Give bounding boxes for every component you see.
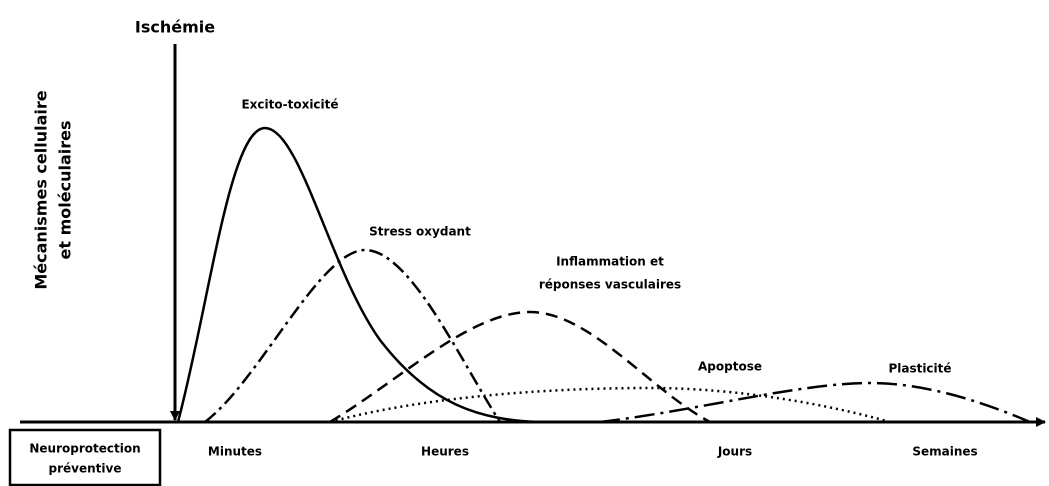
box-text: Neuroprotection <box>29 442 140 456</box>
time-label: Semaines <box>912 445 977 459</box>
curve-label: réponses vasculaires <box>539 278 681 292</box>
plasticity-curve <box>599 381 1031 424</box>
time-label: Minutes <box>208 445 262 459</box>
apoptosis-curve <box>329 386 891 424</box>
prevention-box <box>8 428 162 486</box>
oxidative-stress-curve <box>204 248 502 423</box>
time-label: Heures <box>421 445 469 459</box>
title: Ischémie <box>135 18 215 37</box>
excitotoxicity-curve <box>176 126 541 424</box>
inflammation-curve <box>329 310 711 424</box>
y-axis-label: Mécanismes cellulaire <box>32 90 51 289</box>
curve-label: Excito-toxicité <box>241 98 338 112</box>
time-label: Jours <box>717 445 752 459</box>
y-axis-label: et moléculaires <box>56 121 75 260</box>
curve-label: Plasticité <box>888 362 951 376</box>
curve-label: Stress oxydant <box>369 225 471 239</box>
box-text: préventive <box>49 462 122 476</box>
curve-label: Inflammation et <box>556 255 664 269</box>
curve-label: Apoptose <box>698 360 762 374</box>
